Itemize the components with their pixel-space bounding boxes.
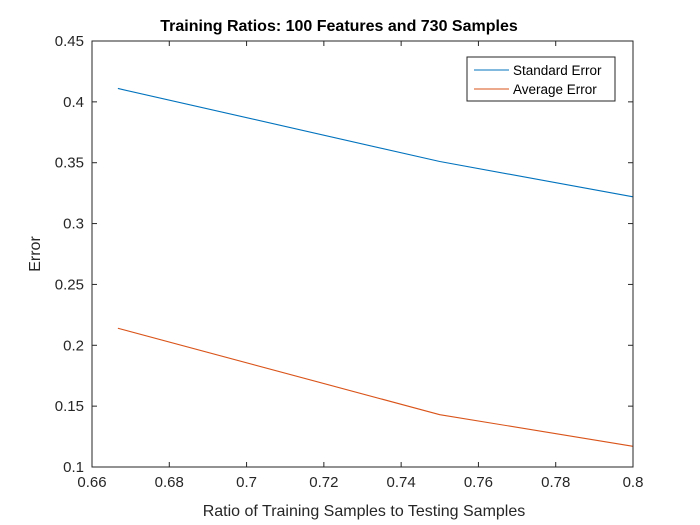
legend-label-standard-error: Standard Error (513, 63, 602, 78)
y-tick-label: 0.1 (63, 459, 84, 476)
x-axis-title: Ratio of Training Samples to Testing Sam… (203, 503, 526, 520)
y-tick-label: 0.15 (55, 398, 84, 415)
chart-title: Training Ratios: 100 Features and 730 Sa… (160, 18, 518, 35)
y-tick-label: 0.2 (63, 337, 84, 354)
plot-area (92, 41, 633, 467)
y-axis-title: Error (27, 236, 44, 272)
legend: Standard Error Average Error (466, 56, 616, 102)
y-tick-label: 0.35 (55, 155, 84, 172)
axes-box (91, 40, 634, 468)
x-tick-label: 0.74 (387, 474, 416, 491)
series-line-standard-error (117, 87, 634, 198)
legend-label-average-error: Average Error (513, 82, 597, 97)
x-tick-label: 0.68 (155, 474, 184, 491)
y-tick-label: 0.3 (63, 216, 84, 233)
x-tick-label: 0.8 (623, 474, 644, 491)
series-line-average-error (117, 327, 634, 447)
x-tick-label: 0.7 (236, 474, 257, 491)
x-tick-label: 0.66 (77, 474, 106, 491)
y-tick-label: 0.45 (55, 33, 84, 50)
x-tick-label: 0.72 (309, 474, 338, 491)
axes-layer: 0.66 0.68 0.7 0.72 0.74 0.76 0.78 0.8 0.1 0.15 0.2… (55, 33, 644, 491)
legend-box (466, 56, 616, 102)
x-tick-label: 0.76 (464, 474, 493, 491)
y-tick-label: 0.25 (55, 276, 84, 293)
y-tick-label: 0.4 (63, 94, 84, 111)
x-tick-label: 0.78 (541, 474, 570, 491)
series-layer (117, 87, 634, 447)
